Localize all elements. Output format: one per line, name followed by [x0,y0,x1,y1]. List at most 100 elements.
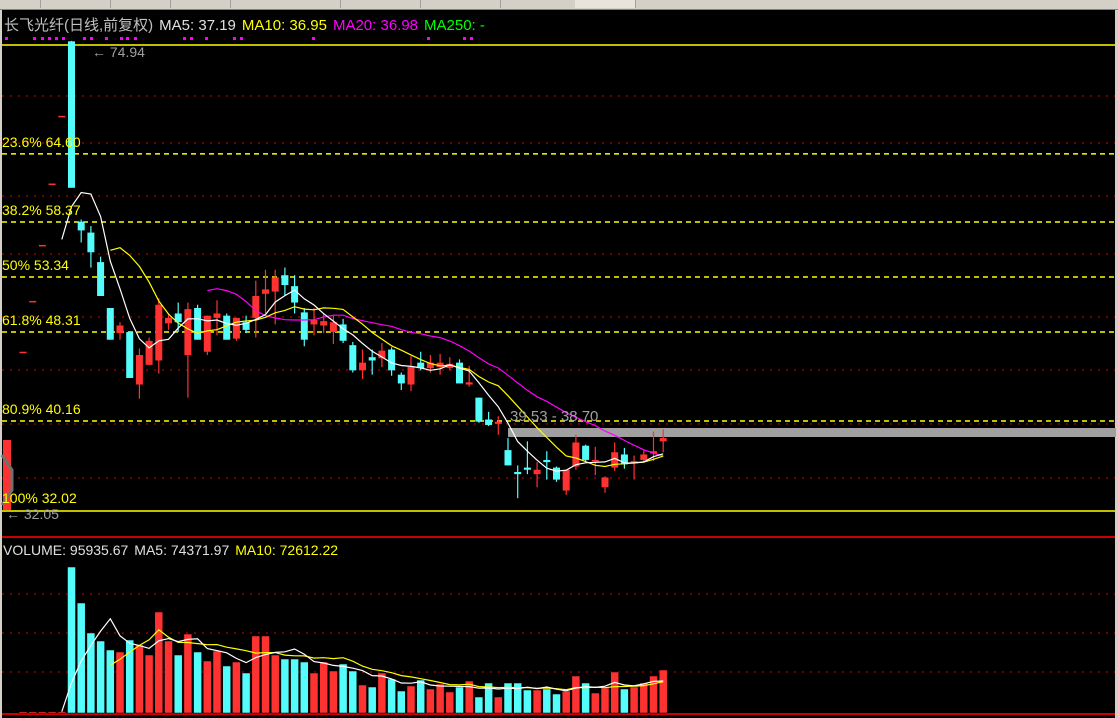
candle-body [397,374,405,384]
current-position-marker [3,440,11,510]
candle-body [135,355,143,385]
candle-body [514,471,522,475]
candle-body [106,308,114,340]
candle-body [378,350,386,359]
volume-bar [76,602,86,714]
event-marker [205,37,208,40]
fibonacci-label: 38.2% 58.37 [2,201,81,218]
candle-body [291,286,299,303]
candle-body [533,469,541,475]
candle-body [368,357,376,361]
event-marker [120,37,123,40]
volume-bar [542,688,552,714]
ma10-value: MA10: 36.95 [241,17,327,34]
volume-bar [610,671,619,714]
volume-bar [377,672,387,714]
candle-body [174,313,182,323]
event-marker [90,37,93,40]
candle-body [58,115,66,118]
right-scrollbar[interactable] [1115,10,1118,718]
toolbar-button[interactable] [170,0,231,8]
fibonacci-label: 80.9% 40.16 [2,401,81,418]
event-marker [48,37,51,40]
ma10-line [110,247,664,468]
left-arrow-icon [0,454,14,506]
event-marker [5,37,8,40]
range-box-label: 39.53 - 38.70 [510,408,599,425]
candle-body [155,304,163,361]
volume-bar [629,686,639,714]
toolbar-button[interactable] [420,0,501,8]
toolbar-button[interactable] [40,0,111,8]
event-marker [183,37,186,40]
toolbar-button[interactable] [575,0,636,8]
candle-body [252,295,260,318]
toolbar-button[interactable] [230,0,341,8]
event-marker [134,37,137,40]
volume-bar [435,683,445,714]
volume-bar [38,711,47,714]
volume-bar [144,654,154,714]
volume-bar [280,658,290,714]
candle-body [77,221,85,231]
volume-ma10-value: MA10: 72612.22 [235,542,339,558]
range-box [508,428,1116,437]
candle-body [562,469,570,491]
volume-bar [387,678,396,714]
candle-body [601,477,609,488]
volume-bar [154,611,164,714]
candle-body [38,244,46,247]
high-price-label: ← 74.94 [92,44,145,60]
candle-body [232,317,240,339]
volume-bar [309,672,319,714]
toolbar-button[interactable] [0,0,41,8]
candle-body [426,362,434,369]
low-price-label: ← 32.05 [6,506,59,522]
candle-body [48,183,56,186]
volume-bar [57,711,67,714]
volume-bar [348,670,358,714]
toolbar-button[interactable] [110,0,171,8]
candle-body [659,438,667,442]
volume-bar [397,690,406,714]
volume-bar [571,675,581,714]
volume-header: VOLUME: 95935.67 MA5: 74371.97 MA10: 72612… [3,542,344,558]
ma5-line [61,191,664,472]
fibonacci-label: 50% 53.34 [2,256,69,273]
candle-body [184,309,192,356]
candle-body [281,275,289,286]
volume-bar [270,654,280,714]
volume-bar [591,692,600,714]
candle-body [262,289,269,294]
candle-body [407,367,415,385]
volume-bar [300,661,309,714]
volume-bar [86,632,96,714]
volume-bar [261,635,270,714]
volume-bar [183,633,193,714]
candle-body [194,308,202,340]
volume-bar [561,690,571,714]
candle-body [591,459,599,462]
stock-title: 长飞光纤(日线,前复权) [4,17,154,34]
ma250-value: MA250: - [424,17,485,34]
volume-value: VOLUME: 95935.67 [3,542,129,558]
volume-bar [639,682,649,714]
volume-bar [494,696,503,714]
candle-body [242,322,250,330]
volume-bar [67,566,76,714]
candle-body [339,324,347,341]
candle-body [485,419,493,425]
candle-body [271,277,279,292]
volume-bar [406,685,416,714]
volume-bar [115,651,125,714]
volume-bar [106,649,115,714]
toolbar-button[interactable] [340,0,421,8]
event-marker [427,37,430,40]
event-marker [83,37,86,40]
volume-bar [96,640,105,714]
volume-bar [164,640,173,714]
candle-body [320,321,328,326]
event-marker [41,37,44,40]
volume-ma5-line [61,617,664,712]
